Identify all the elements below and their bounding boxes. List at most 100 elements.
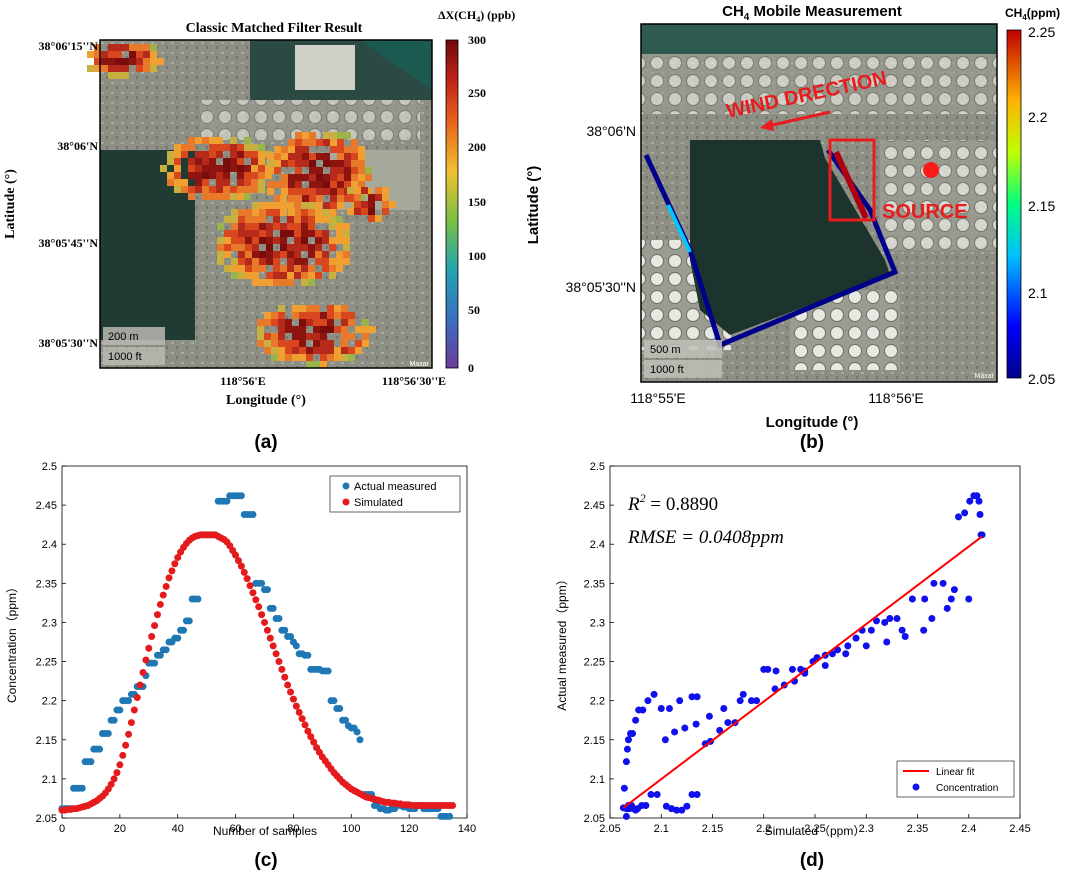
plume-pixel [354, 208, 361, 215]
plume-pixel [302, 146, 309, 153]
plume-pixel [257, 326, 264, 333]
plume-pixel [336, 258, 343, 265]
plume-pixel [195, 151, 202, 158]
plume-pixel [288, 160, 295, 167]
plume-pixel [167, 179, 174, 186]
plume-pixel [354, 194, 361, 201]
concentration-point [747, 697, 755, 705]
plume-pixel [308, 251, 315, 258]
plume-pixel [94, 58, 101, 65]
plume-pixel [288, 174, 295, 181]
plume-pixel [278, 340, 285, 347]
plume-pixel [294, 272, 301, 279]
plume-pixel [351, 146, 358, 153]
plume-pixel [322, 265, 329, 272]
plume-pixel [245, 258, 252, 265]
plume-pixel [301, 272, 308, 279]
xlabel-d: Simulated（ppm） [765, 824, 866, 838]
imagery-credit: Maxar [410, 361, 430, 368]
plume-pixel [181, 179, 188, 186]
plume-pixel [266, 251, 273, 258]
plume-pixel [181, 186, 188, 193]
y-tick-label: 2.3 [42, 617, 57, 629]
plume-pixel [301, 265, 308, 272]
plume-pixel [358, 153, 365, 160]
plume-pixel [330, 167, 337, 174]
plume-pixel [237, 158, 244, 165]
plume-pixel [266, 223, 273, 230]
plume-pixel [341, 319, 348, 326]
concentration-point [693, 791, 701, 799]
plume-overlay [87, 44, 396, 368]
y-tick-label: 2.35 [36, 578, 57, 590]
plume-pixel [237, 151, 244, 158]
plume-pixel [87, 65, 94, 72]
plume-pixel [341, 354, 348, 361]
actual-point [237, 492, 245, 500]
panel-label-a: (a) [254, 432, 277, 453]
plume-pixel [244, 137, 251, 144]
plume-pixel [336, 216, 343, 223]
legend-label: Simulated [354, 497, 403, 509]
plume-pixel [251, 172, 258, 179]
plume-pixel [244, 179, 251, 186]
plume-pixel [302, 188, 309, 195]
concentration-point [739, 690, 747, 698]
plume-pixel [351, 167, 358, 174]
plume-pixel [389, 201, 396, 208]
plume-pixel [315, 258, 322, 265]
x-tick-label: 80 [287, 823, 299, 835]
plume-pixel [306, 312, 313, 319]
plume-pixel [302, 160, 309, 167]
plume-pixel [285, 354, 292, 361]
plume-pixel [285, 319, 292, 326]
scale-bar-m: 500 m [650, 344, 681, 356]
plume-pixel [259, 230, 266, 237]
y-tick-label: 2.5 [590, 461, 605, 473]
plume-pixel [313, 361, 320, 368]
plume-pixel [329, 216, 336, 223]
actual-point [287, 633, 295, 641]
plume-pixel [136, 65, 143, 72]
plume-pixel [202, 179, 209, 186]
simulated-point [449, 801, 457, 809]
source-label: SOURCE [882, 201, 968, 223]
plume-pixel [271, 333, 278, 340]
plume-pixel [267, 160, 274, 167]
plume-pixel [216, 144, 223, 151]
plume-pixel [337, 146, 344, 153]
concentration-point [661, 736, 669, 744]
colorbar-b-ticks: 2.25 2.2 2.15 2.1 2.05 [1028, 24, 1055, 387]
plume-pixel [224, 265, 231, 272]
plume-pixel [308, 279, 315, 286]
plume-pixel [323, 181, 330, 188]
simulated-point [139, 669, 147, 677]
plume-pixel [306, 319, 313, 326]
plume-pixel [174, 165, 181, 172]
plume-pixel [316, 139, 323, 146]
plume-pixel [281, 153, 288, 160]
panel-b-lat-ticks: 38°06'N 38°05'30''N [566, 123, 636, 295]
simulated-point [307, 733, 315, 741]
plume-pixel [337, 132, 344, 139]
y-tick-label: 2.15 [584, 735, 605, 747]
cb-tick: 100 [468, 249, 486, 263]
legend-label: Actual measured [354, 481, 437, 493]
concentration-point [867, 626, 875, 634]
plume-pixel [245, 265, 252, 272]
plume-pixel [375, 194, 382, 201]
plume-pixel [224, 230, 231, 237]
plume-pixel [251, 186, 258, 193]
plume-pixel [287, 251, 294, 258]
concentration-point [671, 728, 679, 736]
plume-pixel [274, 195, 281, 202]
plume-pixel [287, 216, 294, 223]
plume-pixel [287, 244, 294, 251]
lat-tick: 38°06'N [586, 123, 636, 139]
plume-pixel [224, 216, 231, 223]
wind-arrow [767, 110, 831, 128]
actual-point [258, 579, 266, 587]
concentration-point [842, 650, 850, 658]
panel-label-c: (c) [254, 850, 277, 871]
